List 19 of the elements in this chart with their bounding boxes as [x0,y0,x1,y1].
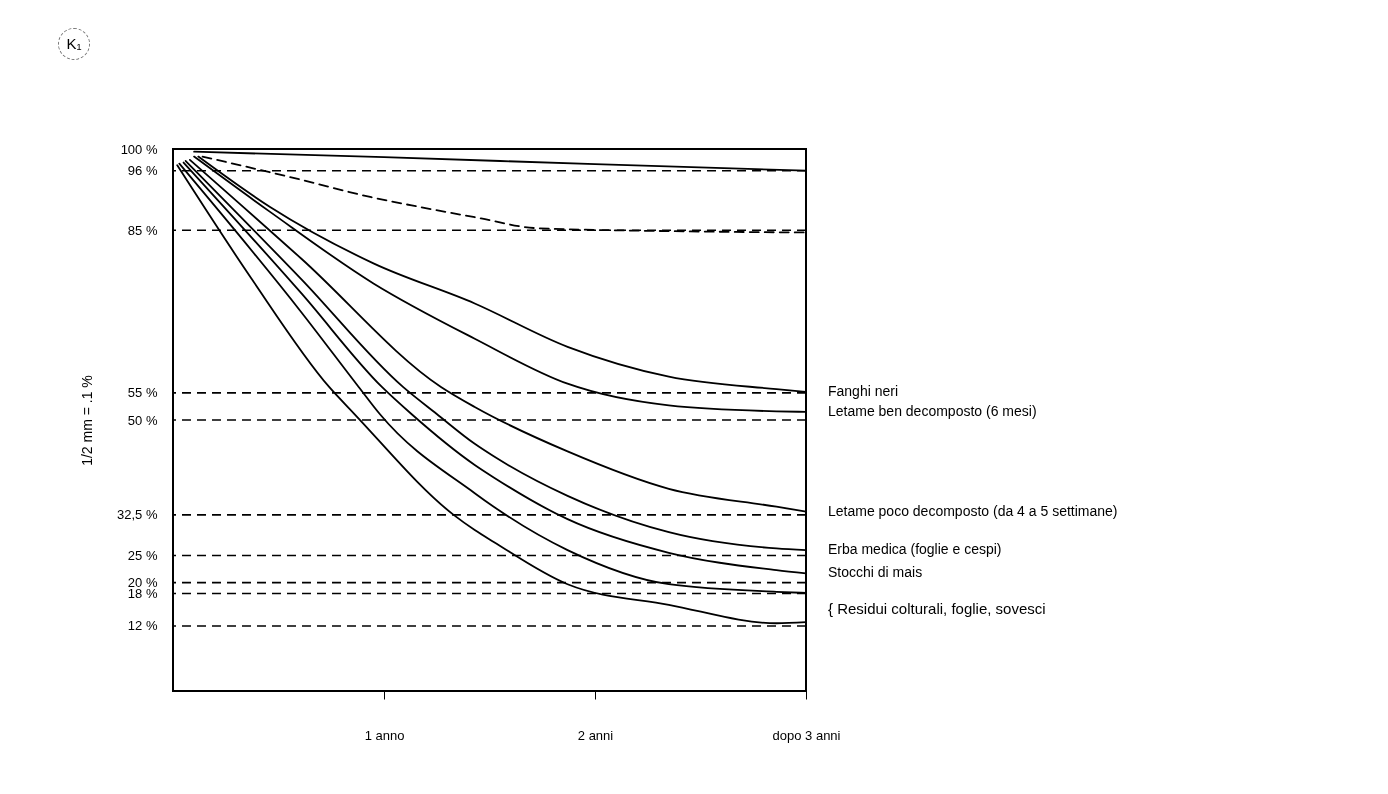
y-tick-label: 32,5 % [117,507,158,523]
y-axis-title: 1/2 mm = .1 % [79,375,96,466]
series-label: Letame ben decomposto (6 mesi) [828,402,1037,419]
y-tick-label: 96 % [127,163,158,179]
series-label: Fanghi neri [828,382,899,399]
series-label: Letame poco decomposto (da 4 a 5 settimane) [828,502,1118,519]
x-tick-label: 2 anni [577,727,614,743]
x-tick-label: dopo 3 anni [772,727,841,743]
y-tick-label: 25 % [127,548,158,563]
y-tick-label: 50 % [127,412,158,428]
text: K₁ [58,28,90,60]
text: { Residui colturali, foglie, sovesci [828,600,1046,617]
series-label: Erba medica (foglie e cespi) [828,541,1002,558]
y-tick-label: 100 % [120,141,158,157]
series-label: Stocchi di mais [828,564,923,581]
y-tick-label: 12 % [127,618,158,634]
x-tick-label: 1 anno [364,727,405,743]
y-tick-label: 85 % [127,222,158,238]
y-tick-label: 55 % [127,385,158,401]
